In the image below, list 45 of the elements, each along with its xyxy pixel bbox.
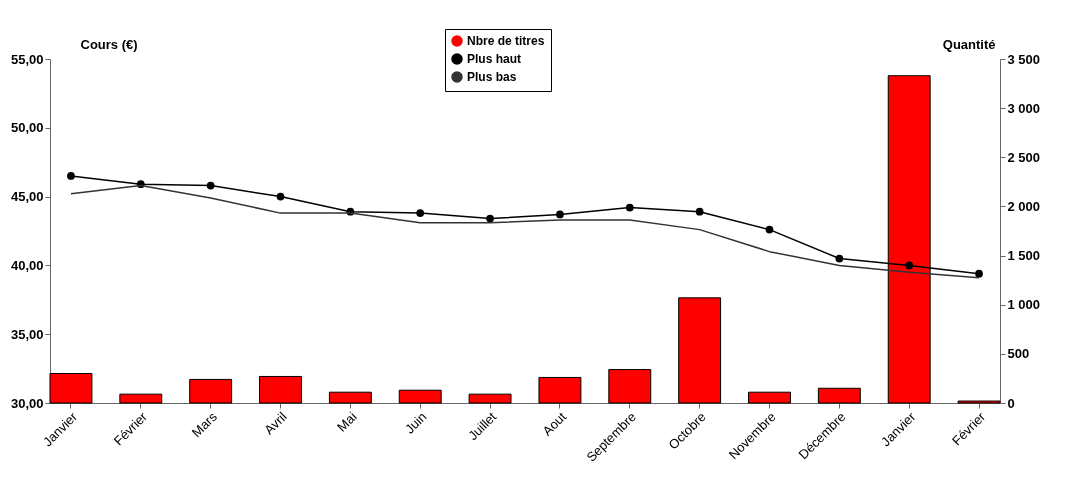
x-tick-label: Juin xyxy=(401,409,430,437)
y2-tick-label: 3 500 xyxy=(1007,51,1041,67)
bar xyxy=(328,391,372,404)
y2-tick-label: 500 xyxy=(1007,346,1030,362)
point xyxy=(67,172,75,180)
bar xyxy=(119,393,163,404)
legend-label: Nbre de titres xyxy=(467,34,545,48)
bar xyxy=(259,375,302,404)
legend-label: Plus bas xyxy=(467,70,517,84)
bar xyxy=(189,378,233,404)
y2-tick-label: 1 500 xyxy=(1007,248,1041,264)
bar xyxy=(748,391,791,404)
y2-tick-label: 2 000 xyxy=(1007,198,1041,214)
point xyxy=(276,192,285,201)
y2-axis-title: Quantité xyxy=(942,36,996,52)
point xyxy=(625,203,634,212)
y2-tick-label: 0 xyxy=(1007,395,1015,411)
y2-tick-label: 3 000 xyxy=(1007,100,1041,116)
x-tick-label: Mai xyxy=(334,409,360,435)
bar xyxy=(49,373,93,404)
y-tick-label: 40,00 xyxy=(10,257,44,273)
bar xyxy=(608,369,652,404)
bar xyxy=(398,389,442,404)
y-tick-label: 30,00 xyxy=(10,395,44,411)
y-axis-title: Cours (€) xyxy=(80,36,138,52)
y-tick-label: 55,00 xyxy=(10,51,44,67)
y-tick-label: 50,00 xyxy=(10,120,44,136)
bar xyxy=(817,387,861,404)
y2-tick-label: 2 500 xyxy=(1007,149,1041,165)
point xyxy=(975,269,983,278)
point xyxy=(416,209,425,217)
y-tick-label: 45,00 xyxy=(10,189,44,205)
legend-label: Plus haut xyxy=(467,52,522,66)
bar xyxy=(468,393,512,404)
point xyxy=(486,214,494,223)
point xyxy=(765,225,774,234)
y-tick-label: 35,00 xyxy=(10,326,44,342)
bar xyxy=(538,376,582,404)
point xyxy=(835,254,844,263)
point xyxy=(695,207,704,216)
point xyxy=(905,261,914,270)
point xyxy=(206,181,215,190)
bar xyxy=(678,297,722,404)
point xyxy=(556,210,564,219)
y2-tick-label: 1 000 xyxy=(1007,297,1041,313)
